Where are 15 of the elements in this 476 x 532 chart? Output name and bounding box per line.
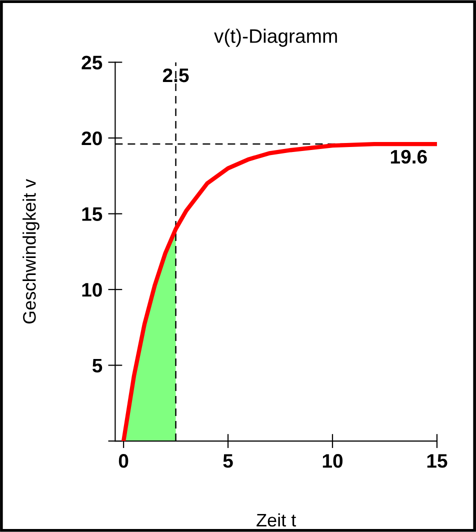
x-tick-label: 10 xyxy=(322,454,343,468)
y-tick-label: 5 xyxy=(92,358,102,373)
x-tick-label: 5 xyxy=(223,454,233,468)
y-tick-label: 10 xyxy=(82,282,102,297)
x-axis-title: Zeit t xyxy=(256,513,296,527)
line-series xyxy=(121,142,437,442)
x-tick-label: 0 xyxy=(118,454,128,468)
ref-line-label: 19.6 xyxy=(390,150,427,164)
ref-line-label: 2.5 xyxy=(162,68,189,82)
y-tick-label: 15 xyxy=(82,207,102,221)
y-tick-label: 20 xyxy=(82,131,102,146)
y-tick-label: 25 xyxy=(82,56,102,70)
x-tick-label: 15 xyxy=(427,454,448,468)
y-axis-title: Geschwindigkeit v xyxy=(22,178,40,324)
chart-title: v(t)-Diagramm xyxy=(214,28,337,47)
